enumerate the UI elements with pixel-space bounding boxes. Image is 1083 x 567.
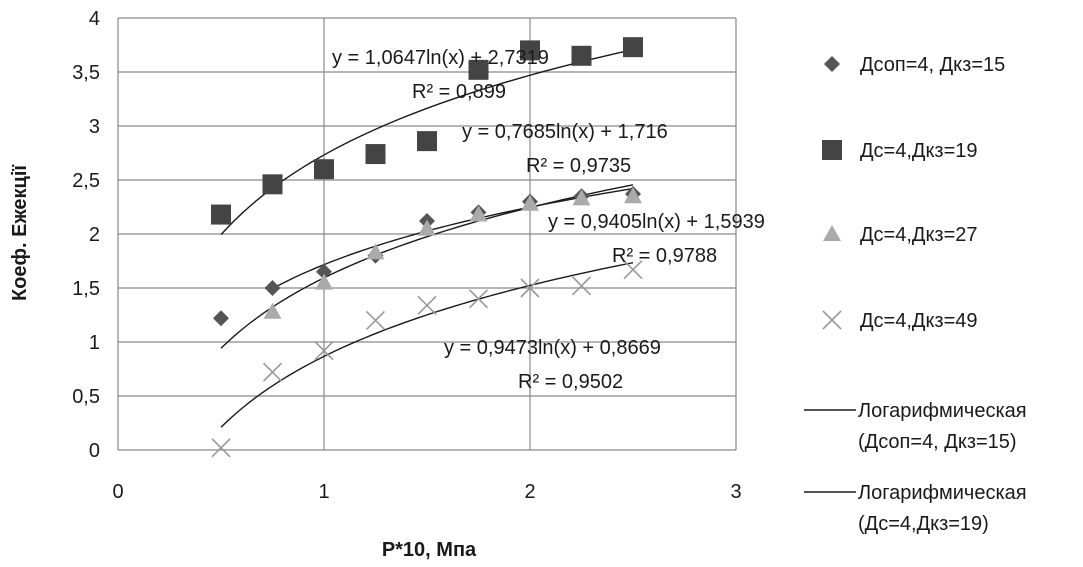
trendline-equation: y = 0,9405ln(x) + 1,5939 (548, 211, 765, 233)
legend-cross-marker (822, 310, 842, 330)
y-axis-title: Коеф. Ежекції (9, 165, 31, 301)
trendlines (220, 48, 634, 428)
triangle-point (418, 219, 436, 236)
square-point (623, 37, 643, 58)
cross-point (262, 362, 283, 382)
square-point (262, 174, 283, 195)
y-tick-label: 2,5 (72, 170, 100, 192)
cross-point (468, 289, 489, 309)
x-axis-title: P*10, Мпа (382, 539, 477, 561)
y-tick-label: 2 (89, 224, 100, 246)
trendline-equation: y = 0,9473ln(x) + 0,8669 (444, 337, 661, 359)
legend-label: Дс=4,Дкз=27 (860, 224, 978, 246)
triangle-point (521, 194, 539, 211)
square-point (314, 159, 334, 180)
y-tick-label: 3,5 (72, 62, 100, 84)
y-tick-label: 1,5 (72, 278, 100, 300)
legend-trendline-label-cont: (Дсоп=4, Дкз=15) (858, 431, 1017, 453)
cross-point (571, 276, 592, 296)
square-point (211, 204, 231, 225)
trendline-r2: R² = 0,9502 (518, 371, 623, 393)
log-trendline (220, 48, 634, 236)
y-tick-label: 3 (89, 116, 100, 138)
y-tick-label: 1 (89, 332, 100, 354)
diamond-point (264, 280, 281, 296)
trendline-r2: R² = 0,9788 (612, 245, 717, 267)
cross-point (520, 278, 540, 298)
y-tick-label: 4 (89, 8, 100, 30)
legend-square-marker (822, 140, 842, 160)
cross-point (365, 310, 386, 330)
x-tick-label: 1 (318, 481, 329, 503)
triangle-point (624, 187, 642, 204)
legend-diamond-marker (824, 56, 840, 72)
y-tick-label: 0,5 (72, 386, 100, 408)
trendline-equation: y = 1,0647ln(x) + 2,7319 (332, 47, 549, 69)
diamond-point (316, 263, 332, 280)
legend-triangle-marker (823, 225, 841, 241)
cross-point (314, 341, 334, 361)
legend: Дсоп=4, Дкз=15 Дс=4,Дкз=19 Дс=4,Дкз=27 Дс=4… (804, 54, 1027, 535)
legend-label: Дсоп=4, Дкз=15 (860, 54, 1005, 76)
trendline-r2: R² = 0,899 (412, 81, 506, 103)
x-tick-label: 3 (730, 481, 741, 503)
log-trendline (220, 261, 634, 428)
x-tick-label: 0 (112, 481, 123, 503)
cross-point (211, 438, 231, 458)
triangle-point (263, 302, 282, 319)
square-point (365, 144, 386, 165)
triangle-point (366, 243, 385, 260)
legend-trendline-label-cont: (Дс=4,Дкз=19) (858, 513, 989, 535)
cross-point (417, 295, 437, 315)
trendline-equation: y = 0,7685ln(x) + 1,716 (462, 121, 668, 143)
legend-label: Дс=4,Дкз=49 (860, 310, 978, 332)
legend-trendline-label: Логарифмическая (858, 400, 1027, 422)
x-tick-label: 2 (524, 481, 535, 503)
trendline-equations: y = 0,9405ln(x) + 1,5939 R² = 0,9788 y = 1… (332, 47, 765, 393)
tick-labels: 0 0,5 1 1,5 2 2,5 3 3,5 4 0 1 2 3 (72, 8, 741, 503)
triangle-point (572, 189, 591, 206)
log-trendline (272, 187, 634, 290)
cross-point (623, 260, 643, 280)
log-trendline (220, 184, 634, 349)
square-point (417, 131, 437, 152)
legend-label: Дс=4,Дкз=19 (860, 140, 978, 162)
y-tick-label: 0 (89, 440, 100, 462)
square-point (571, 45, 592, 66)
diamond-point (213, 310, 229, 327)
triangle-point (315, 273, 333, 290)
data-points (211, 37, 643, 458)
legend-trendline-label: Логарифмическая (858, 482, 1027, 504)
square-point (520, 40, 540, 61)
square-point (468, 59, 489, 80)
triangle-point (469, 205, 488, 222)
trendline-r2: R² = 0,9735 (526, 155, 631, 177)
